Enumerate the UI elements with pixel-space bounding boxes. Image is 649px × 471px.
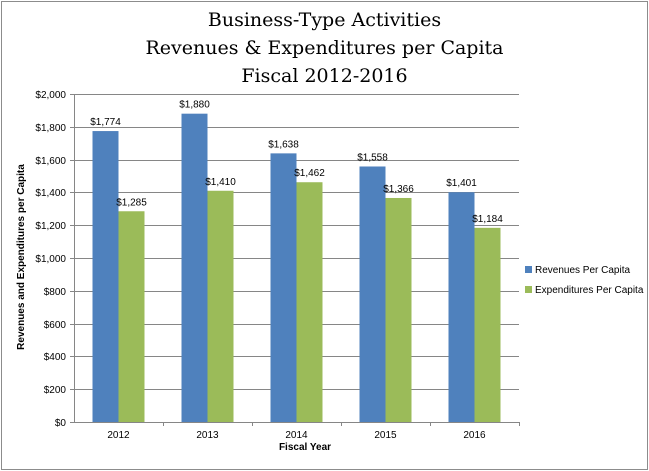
y-tick-label: $0 <box>55 418 67 429</box>
y-tick-label: $1,800 <box>35 123 66 134</box>
legend-label: Expenditures Per Capita <box>535 285 644 296</box>
legend: Revenues Per Capita Expenditures Per Capi… <box>525 265 644 296</box>
x-tick-label: 2016 <box>463 430 486 441</box>
bars <box>92 113 501 423</box>
bar <box>270 153 297 423</box>
y-tick-label: $1,200 <box>35 221 66 232</box>
y-tick-label: $1,600 <box>35 156 66 167</box>
data-label: $1,366 <box>383 184 414 195</box>
data-label: $1,462 <box>294 168 325 179</box>
data-label: $1,401 <box>446 178 477 189</box>
x-tick-label: 2013 <box>196 430 219 441</box>
y-tick-label: $400 <box>44 352 67 363</box>
y-tick-label: $600 <box>44 320 67 331</box>
y-tick-label: $800 <box>44 287 67 298</box>
x-tick-label: 2014 <box>285 430 308 441</box>
chart-title-line-2: Revenues & Expenditures per Capita <box>145 37 504 59</box>
bar <box>474 227 501 422</box>
data-label: $1,774 <box>90 117 121 128</box>
chart-title-line-3: Fiscal 2012-2016 <box>241 65 408 87</box>
bar <box>92 131 119 422</box>
data-label: $1,410 <box>205 177 236 188</box>
bar <box>181 113 208 423</box>
legend-swatch <box>525 286 532 293</box>
x-tick-label: 2012 <box>107 430 130 441</box>
data-label: $1,184 <box>472 214 503 225</box>
y-tick-label: $2,000 <box>35 90 66 101</box>
bar <box>448 192 475 422</box>
axes: $0 $200 $400 $600 $800 $1,000 $1,200 $1,400 $1,6… <box>35 90 520 441</box>
bar <box>359 166 386 422</box>
data-label: $1,558 <box>357 152 388 163</box>
bar <box>385 197 412 422</box>
bar <box>118 211 145 422</box>
data-label: $1,638 <box>268 139 299 150</box>
legend-swatch <box>525 266 532 273</box>
bar <box>207 190 234 422</box>
legend-label: Revenues Per Capita <box>535 265 630 276</box>
y-axis-title: Revenues and Expenditures per Capita <box>16 164 27 350</box>
y-tick-label: $1,000 <box>35 254 66 265</box>
data-label: $1,285 <box>116 197 147 208</box>
chart-title-line-1: Business-Type Activities <box>207 9 442 31</box>
x-axis-title: Fiscal Year <box>279 442 331 453</box>
labels: $1,774 $1,285 $1,880 $1,410 $1,638 $1,462 $1,5… <box>90 100 503 225</box>
chart-title: Business-Type Activities Revenues & Expe… <box>0 6 649 90</box>
data-label: $1,880 <box>179 100 210 111</box>
x-tick-label: 2015 <box>374 430 397 441</box>
y-tick-label: $200 <box>44 385 67 396</box>
y-tick-label: $1,400 <box>35 188 66 199</box>
bar <box>296 182 323 422</box>
